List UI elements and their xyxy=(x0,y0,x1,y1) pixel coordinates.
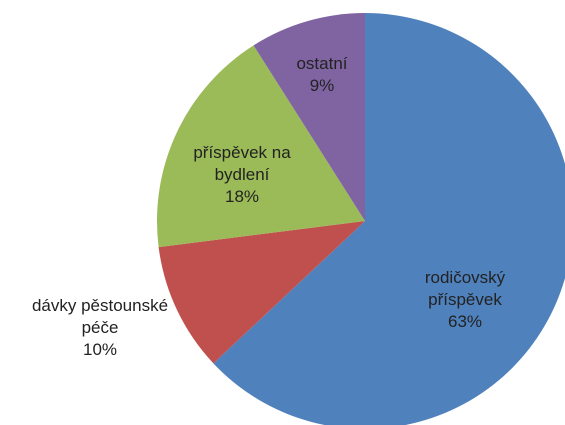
category-label: příspěvek na bydlení xyxy=(193,143,291,184)
category-label: rodičovský příspěvek xyxy=(424,268,506,309)
category-label: ostatní xyxy=(296,54,348,73)
value-label: 9% xyxy=(309,76,335,95)
value-label: 63% xyxy=(447,312,483,331)
slice-label: ostatní 9% xyxy=(282,53,362,97)
slice-label: rodičovský příspěvek 63% xyxy=(415,267,515,333)
value-label: 10% xyxy=(82,340,118,359)
slice-label: příspěvek na bydlení 18% xyxy=(192,142,292,208)
pie-slice xyxy=(157,45,365,248)
pie-slice xyxy=(213,13,565,425)
pie-slice xyxy=(158,221,365,364)
slice-label: dávky pěstounské péče 10% xyxy=(30,295,170,361)
category-label: dávky pěstounské péče xyxy=(31,296,169,337)
value-label: 18% xyxy=(224,187,260,206)
pie-slice xyxy=(253,13,365,221)
